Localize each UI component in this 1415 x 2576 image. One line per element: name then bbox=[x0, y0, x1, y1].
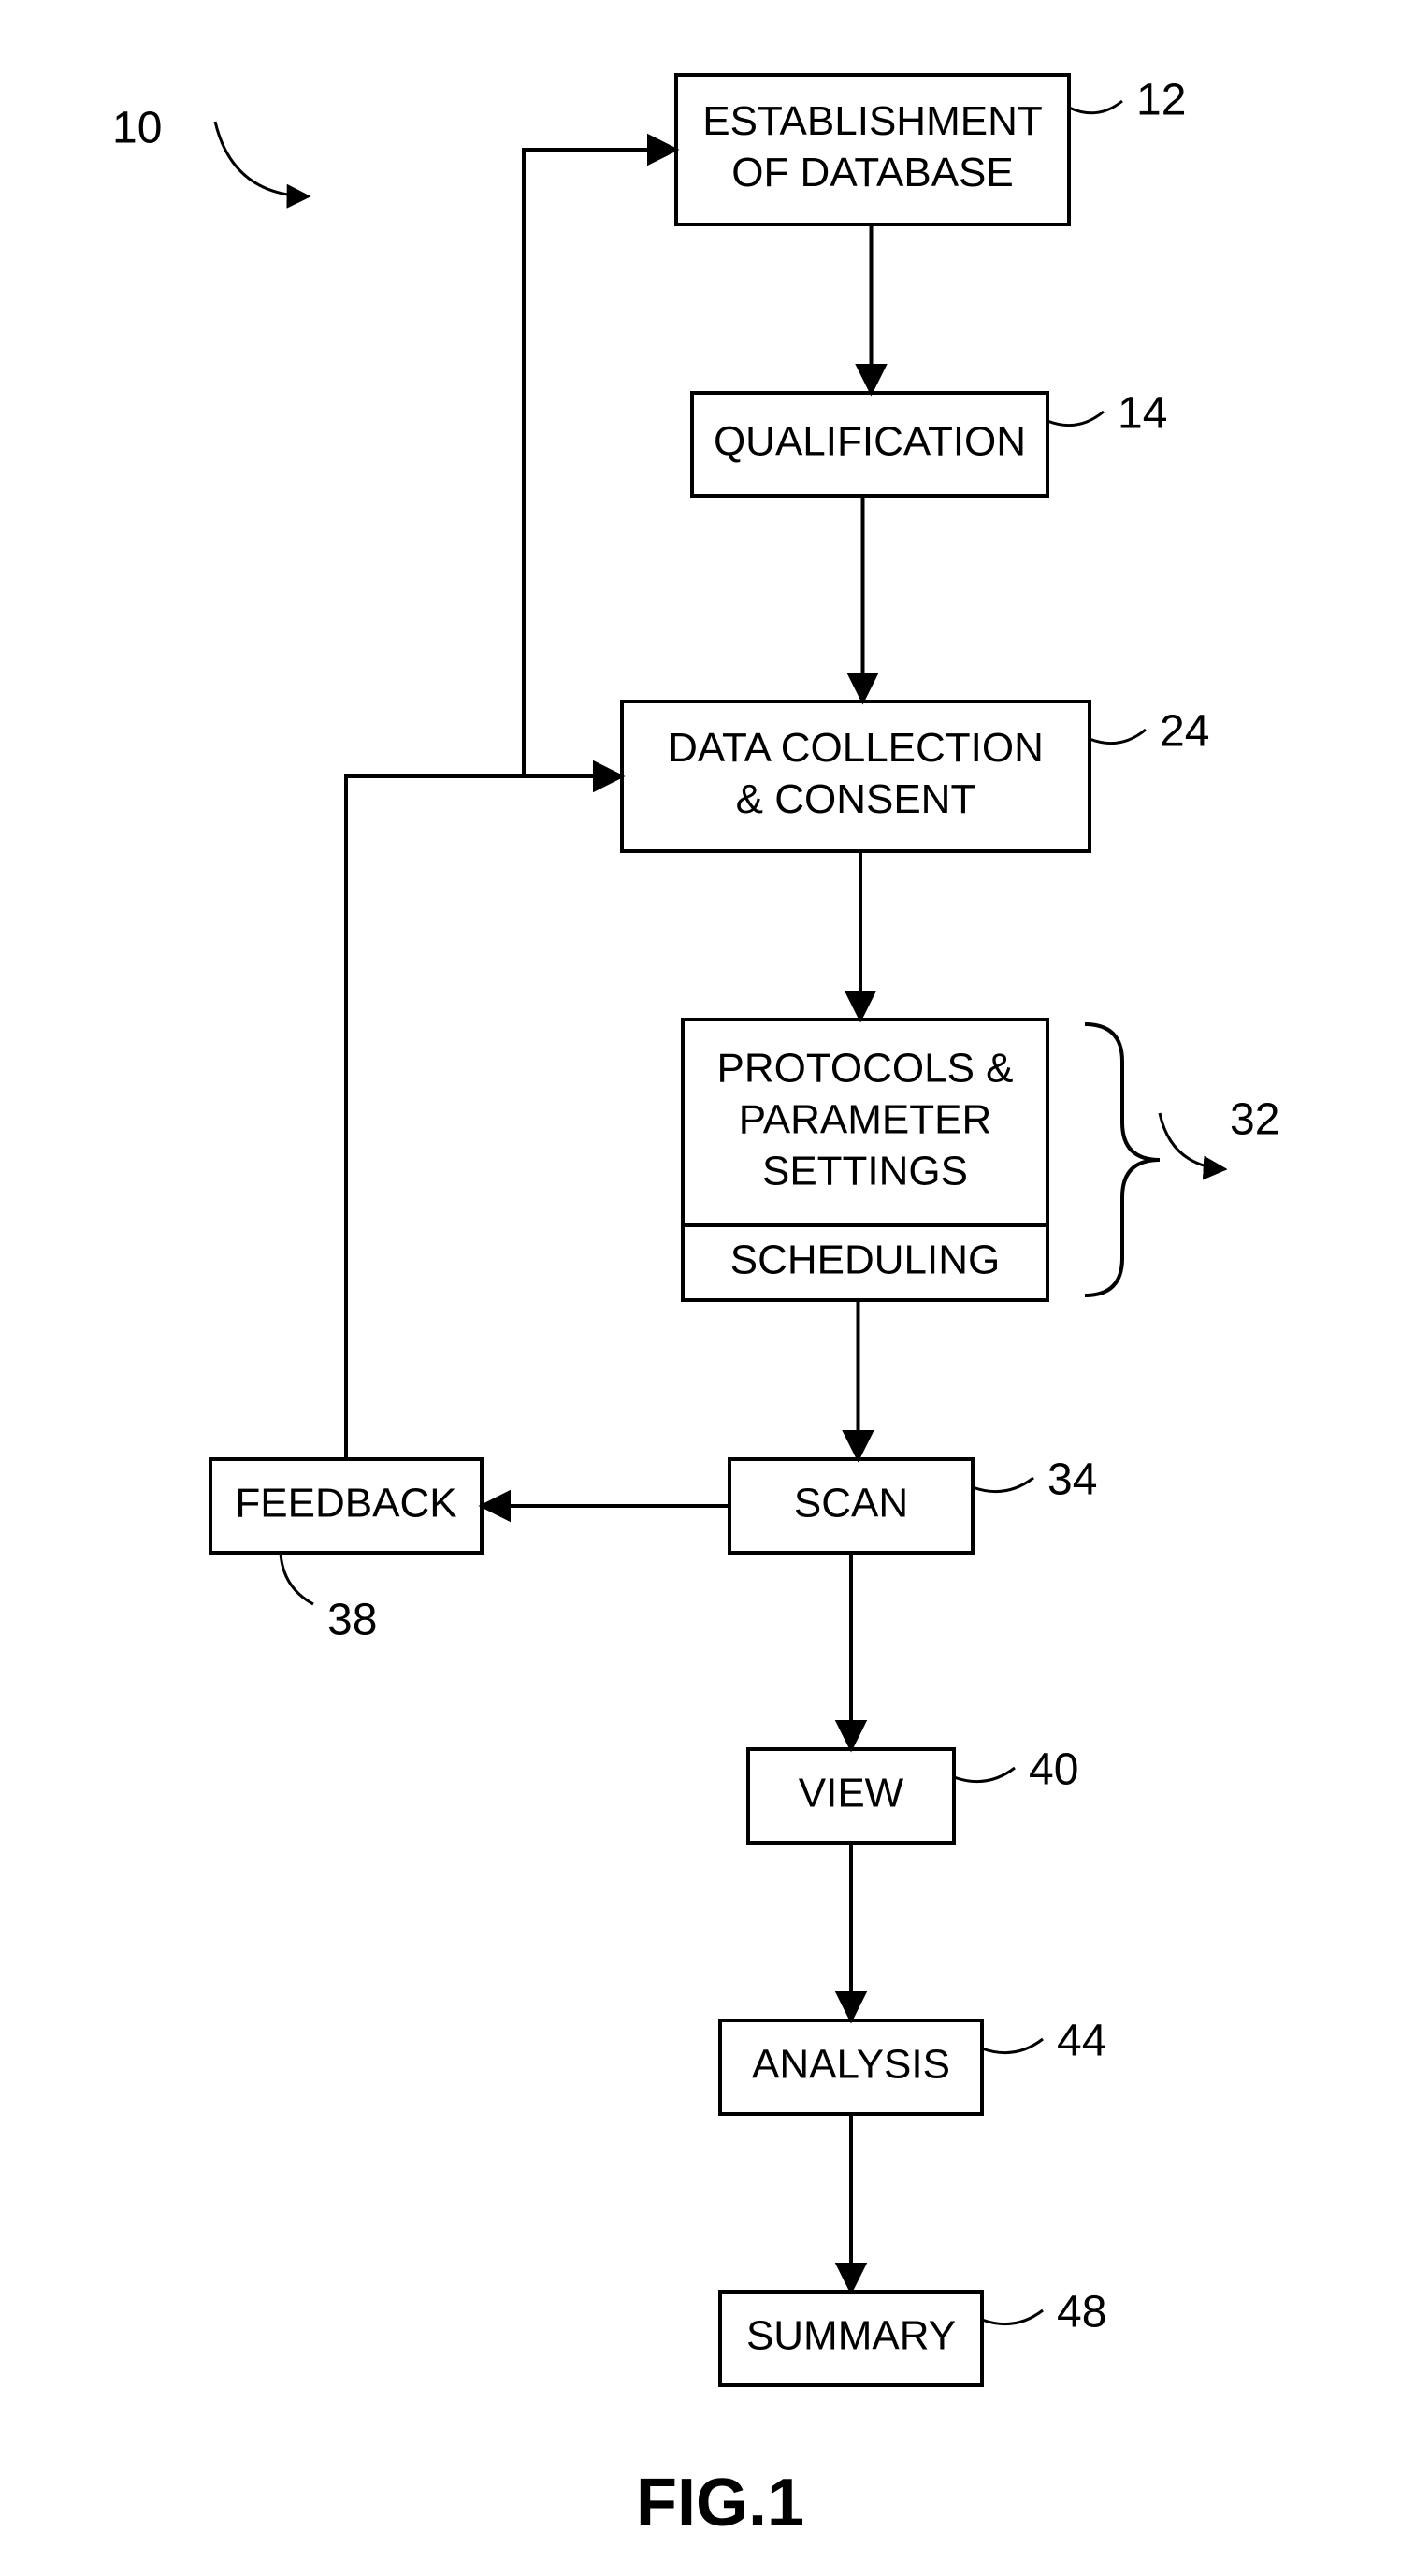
node-n48-line: SUMMARY bbox=[746, 2313, 956, 2359]
node-n38-line: FEEDBACK bbox=[235, 1481, 456, 1527]
lead-l14 bbox=[1047, 412, 1104, 426]
lead-l38 bbox=[281, 1553, 313, 1604]
lead-l12 bbox=[1069, 101, 1122, 113]
ref-l44: 44 bbox=[1057, 2017, 1106, 2066]
node-n34-line: SCAN bbox=[794, 1481, 908, 1527]
lead-l32 bbox=[1160, 1113, 1225, 1169]
node-n32-top-line: PARAMETER bbox=[739, 1097, 992, 1143]
node-n44-line: ANALYSIS bbox=[752, 2042, 950, 2088]
node-n32-bottom-line: SCHEDULING bbox=[730, 1237, 1001, 1283]
lead-l40 bbox=[954, 1768, 1015, 1782]
lead-l34 bbox=[973, 1478, 1033, 1492]
brace-32 bbox=[1085, 1024, 1160, 1295]
node-n24-line: & CONSENT bbox=[736, 776, 976, 822]
ref-l34: 34 bbox=[1047, 1455, 1097, 1505]
ref-l14: 14 bbox=[1118, 389, 1167, 439]
lead-l48 bbox=[982, 2310, 1043, 2324]
node-n12-line: ESTABLISHMENT bbox=[702, 98, 1042, 144]
lead-l24 bbox=[1090, 730, 1146, 744]
node-n32-top-line: SETTINGS bbox=[762, 1149, 968, 1194]
figure-caption: FIG.1 bbox=[636, 2466, 804, 2540]
ref-l40: 40 bbox=[1029, 1745, 1078, 1795]
ref-l48: 48 bbox=[1057, 2288, 1106, 2337]
ref-l32: 32 bbox=[1230, 1095, 1279, 1145]
lead-l10 bbox=[215, 122, 309, 196]
node-n12-line: OF DATABASE bbox=[731, 150, 1014, 195]
node-n24-line: DATA COLLECTION bbox=[668, 725, 1044, 771]
ref-l10: 10 bbox=[112, 104, 162, 153]
ref-l38: 38 bbox=[327, 1596, 377, 1645]
ref-l12: 12 bbox=[1136, 76, 1186, 125]
ref-l24: 24 bbox=[1160, 707, 1209, 757]
elbow-n38-n24 bbox=[346, 776, 622, 1459]
node-n14-line: QUALIFICATION bbox=[714, 419, 1026, 465]
node-n32-top-line: PROTOCOLS & bbox=[716, 1046, 1013, 1092]
lead-l44 bbox=[982, 2039, 1043, 2053]
node-n40-line: VIEW bbox=[799, 1771, 904, 1816]
elbow-n24-n12 bbox=[524, 150, 676, 776]
